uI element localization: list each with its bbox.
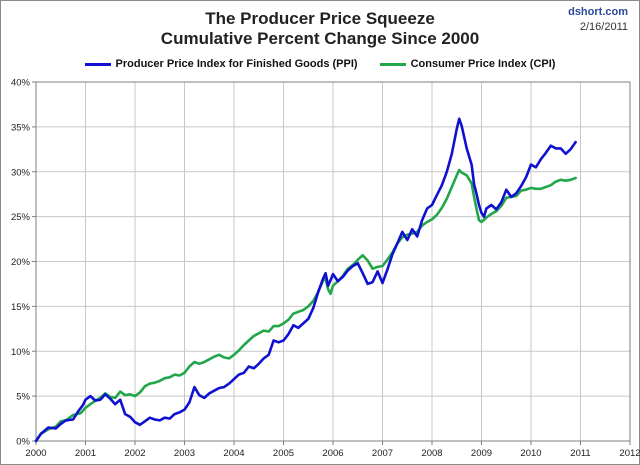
x-tick-label: 2009 <box>471 448 492 459</box>
plot-border <box>35 81 631 442</box>
x-tick-label: 2011 <box>570 448 590 459</box>
x-tick-label: 2004 <box>223 448 244 459</box>
series-line-cpi <box>34 168 577 443</box>
x-tick-label: 2005 <box>273 448 294 459</box>
x-tick-label: 2010 <box>520 448 541 459</box>
y-tick-label: 20% <box>11 257 31 268</box>
y-tick-label: 35% <box>11 122 31 133</box>
chart-title: The Producer Price Squeeze <box>205 9 435 28</box>
chart-subtitle: Cumulative Percent Change Since 2000 <box>160 29 480 48</box>
y-tick-label: 5% <box>16 392 30 403</box>
series-line-ppi <box>34 117 577 443</box>
legend-label-ppi: Producer Price Index for Finished Goods … <box>115 58 358 70</box>
watermark-site: dshort.com <box>568 6 628 18</box>
x-tick-label: 2000 <box>25 448 46 459</box>
y-tick-label: 0% <box>16 437 30 448</box>
y-tick-label: 40% <box>11 78 31 89</box>
chart-legend: Producer Price Index for Finished Goods … <box>0 58 640 70</box>
x-tick-label: 2007 <box>372 448 393 459</box>
y-tick-label: 25% <box>11 212 31 223</box>
legend-label-cpi: Consumer Price Index (CPI) <box>410 58 556 70</box>
legend-entry-ppi: Producer Price Index for Finished Goods … <box>84 58 358 70</box>
x-tick-label: 2008 <box>421 448 442 459</box>
y-tick-label: 15% <box>11 302 31 313</box>
watermark-date: 2/16/2011 <box>579 21 628 33</box>
y-tick-label: 10% <box>11 347 31 358</box>
legend-entry-cpi: Consumer Price Index (CPI) <box>379 58 556 70</box>
x-tick-label: 2001 <box>75 448 96 459</box>
x-tick-label: 2002 <box>124 448 145 459</box>
legend-swatch-ppi <box>84 62 111 66</box>
x-tick-label: 2003 <box>174 448 195 459</box>
y-tick-label: 30% <box>11 167 31 178</box>
x-tick-label: 2012 <box>619 448 640 459</box>
legend-swatch-cpi <box>379 62 406 66</box>
x-tick-label: 2006 <box>322 448 343 459</box>
